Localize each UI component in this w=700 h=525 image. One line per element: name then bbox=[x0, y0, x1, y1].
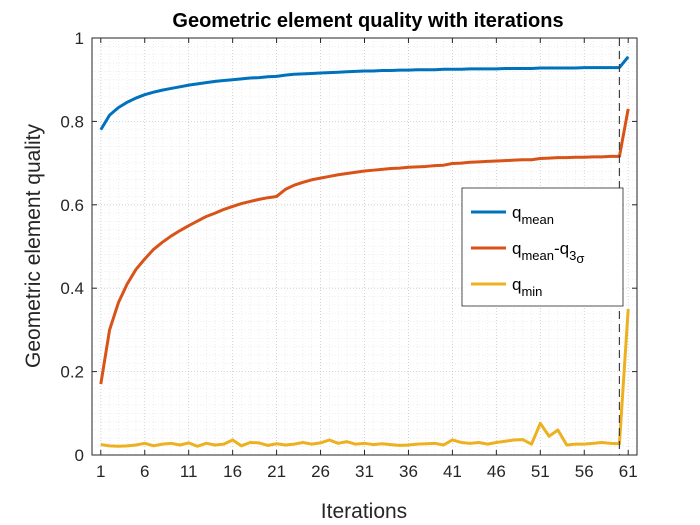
x-axis-label: Iterations bbox=[321, 500, 407, 523]
x-axis-ticks: 1 6 11 16 21 26 31 36 41 46 51 56 61 bbox=[96, 38, 638, 481]
x-tick-label: 46 bbox=[487, 462, 506, 481]
legend-label: qmean bbox=[512, 203, 554, 227]
y-tick-label: 0.2 bbox=[60, 363, 84, 382]
series-lines bbox=[99, 55, 630, 448]
x-tick-label: 61 bbox=[619, 462, 638, 481]
series-line bbox=[99, 108, 630, 385]
legend-label: qmean-q3σ bbox=[512, 239, 584, 266]
chart-title: Geometric element quality with iteration… bbox=[172, 10, 563, 32]
legend-label: qmin bbox=[512, 275, 542, 299]
y-tick-label: 1 bbox=[75, 29, 84, 48]
grid bbox=[92, 38, 638, 455]
x-tick-label: 31 bbox=[355, 462, 374, 481]
x-tick-label: 16 bbox=[223, 462, 242, 481]
x-tick-label: 11 bbox=[180, 462, 198, 481]
y-axis-ticks: 0 0.2 0.4 0.6 0.8 1 bbox=[60, 29, 637, 465]
x-tick-label: 51 bbox=[531, 462, 550, 481]
y-axis-label: Geometric element quality bbox=[22, 124, 45, 368]
series-line bbox=[100, 308, 630, 448]
legend-item: qmean bbox=[471, 203, 554, 227]
y-tick-label: 0.6 bbox=[60, 196, 84, 215]
legend-item: qmean-q3σ bbox=[471, 239, 584, 266]
y-tick-label: 0 bbox=[75, 446, 84, 465]
legend-item: qmin bbox=[471, 275, 542, 299]
x-tick-label: 21 bbox=[267, 462, 286, 481]
y-tick-label: 0.4 bbox=[60, 279, 84, 298]
x-tick-label: 6 bbox=[140, 462, 149, 481]
y-tick-label: 0.8 bbox=[60, 112, 84, 131]
x-tick-label: 41 bbox=[443, 462, 462, 481]
legend: qmean qmean-q3σ qmin bbox=[461, 187, 624, 307]
series-line bbox=[99, 55, 630, 131]
x-tick-label: 36 bbox=[399, 462, 418, 481]
x-tick-label: 1 bbox=[96, 462, 105, 481]
x-tick-label: 56 bbox=[575, 462, 594, 481]
x-tick-label: 26 bbox=[311, 462, 330, 481]
